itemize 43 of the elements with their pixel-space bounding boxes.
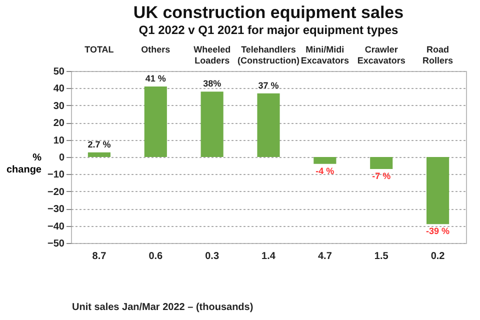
bar	[200, 92, 224, 157]
text: 1.5	[374, 251, 389, 262]
x-tick-label: Mini/Midi Excavators	[300, 44, 349, 66]
text: 0.2	[430, 251, 446, 262]
bar	[370, 157, 393, 170]
x-tick-label: Others	[141, 44, 170, 54]
y-tick-label: 20	[53, 118, 65, 130]
text: Unit sales Jan/Mar 2022 – (thousands)	[72, 302, 254, 313]
bar	[314, 157, 336, 164]
data-label: 38%	[203, 78, 222, 89]
y-tick-label: 10	[53, 135, 65, 146]
y-tick-label: 50	[53, 66, 65, 78]
data-label: 37 %	[258, 80, 279, 90]
text: 0.3	[205, 251, 220, 262]
y-axis-title: % change	[6, 152, 42, 176]
x-tick-label: Crawler Excavators	[357, 44, 406, 66]
y-tick-label: −10	[48, 170, 65, 181]
y-tick-label: −30	[48, 204, 65, 216]
y-tick-label: −50	[48, 238, 65, 250]
x-tick-label: Telehandlers (Construction)	[238, 44, 300, 66]
chart-subtitle: Q1 2022 v Q1 2021 for major equipment types	[138, 23, 399, 37]
chart-title: UK construction equipment sales	[133, 3, 404, 22]
bar	[144, 86, 167, 157]
x-tick-label: TOTAL	[84, 44, 114, 54]
y-tick-label: 0	[58, 152, 65, 164]
data-label: 41 %	[145, 73, 166, 84]
data-label: -39 %	[426, 226, 450, 236]
text: 1.4	[262, 251, 276, 262]
bar	[426, 157, 450, 224]
data-label: -7 %	[372, 171, 391, 182]
data-label: 2.7 %	[88, 139, 111, 150]
y-tick-label: 40	[53, 84, 65, 95]
y-tick-label: 30	[53, 100, 65, 112]
text: 0.6	[148, 251, 164, 262]
x-tick-label: Wheeled Loaders	[194, 44, 231, 66]
text: 4.7	[318, 251, 332, 262]
bar	[88, 152, 110, 157]
x-tick-label: Road Rollers	[422, 44, 454, 66]
data-label: -4 %	[316, 166, 334, 176]
bar	[257, 93, 280, 157]
y-tick-label: −20	[48, 186, 65, 198]
y-tick-label: −40	[48, 221, 65, 232]
text: 8.7	[92, 251, 107, 262]
